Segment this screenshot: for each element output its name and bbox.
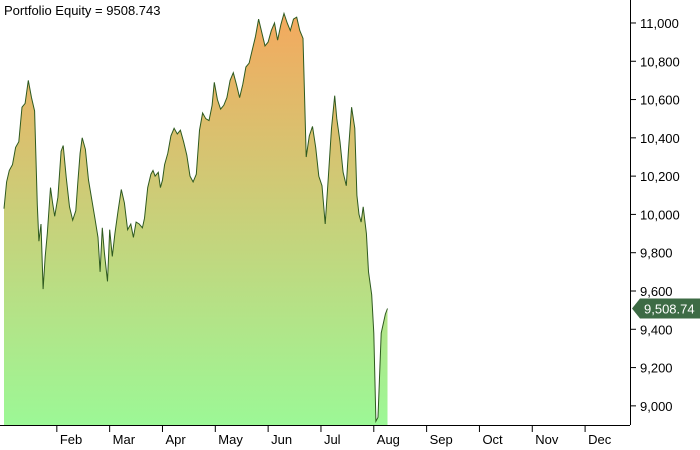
x-tick-label: Aug <box>377 432 400 447</box>
last-value-badge-shape <box>632 298 700 319</box>
x-tick-label: Jul <box>324 432 341 447</box>
y-tick-label: 9,400 <box>640 322 673 337</box>
equity-area-fill <box>4 13 388 426</box>
y-axis-ticks: 9,000 9,200 9,400 9,600 9,800 10,000 10,200 10,… <box>630 16 680 414</box>
x-tick-label: Dec <box>588 432 612 447</box>
x-tick-label: Apr <box>165 432 186 447</box>
y-tick-label: 9,800 <box>640 246 673 261</box>
x-tick-label: May <box>218 432 243 447</box>
x-axis-ticks: Feb Mar Apr May Jun Jul Aug Sep Oct Nov Dec <box>56 425 612 447</box>
y-tick-label: 10,000 <box>640 207 680 222</box>
chart-title: Portfolio Equity = 9508.743 <box>4 3 160 18</box>
y-tick-label: 10,200 <box>640 169 680 184</box>
x-tick-label: Sep <box>430 432 453 447</box>
y-tick-label: 9,600 <box>640 284 673 299</box>
y-tick-label: 9,200 <box>640 361 673 376</box>
last-value-label: 9,508.74 <box>644 301 695 316</box>
x-tick-label: Jun <box>271 432 292 447</box>
equity-line <box>3 11 388 424</box>
y-tick-label: 9,000 <box>640 399 673 414</box>
y-tick-label: 10,800 <box>640 54 680 69</box>
x-tick-label: Nov <box>535 432 559 447</box>
x-tick-label: Feb <box>60 432 82 447</box>
area-layer <box>3 11 388 426</box>
last-value-badge: 9,508.74 <box>632 298 700 319</box>
y-tick-label: 10,400 <box>640 131 680 146</box>
y-tick-label: 11,000 <box>640 16 679 31</box>
axis-layer <box>0 0 631 426</box>
y-tick-label: 10,600 <box>640 93 680 108</box>
x-tick-label: Oct <box>482 432 503 447</box>
x-tick-label: Mar <box>113 432 136 447</box>
